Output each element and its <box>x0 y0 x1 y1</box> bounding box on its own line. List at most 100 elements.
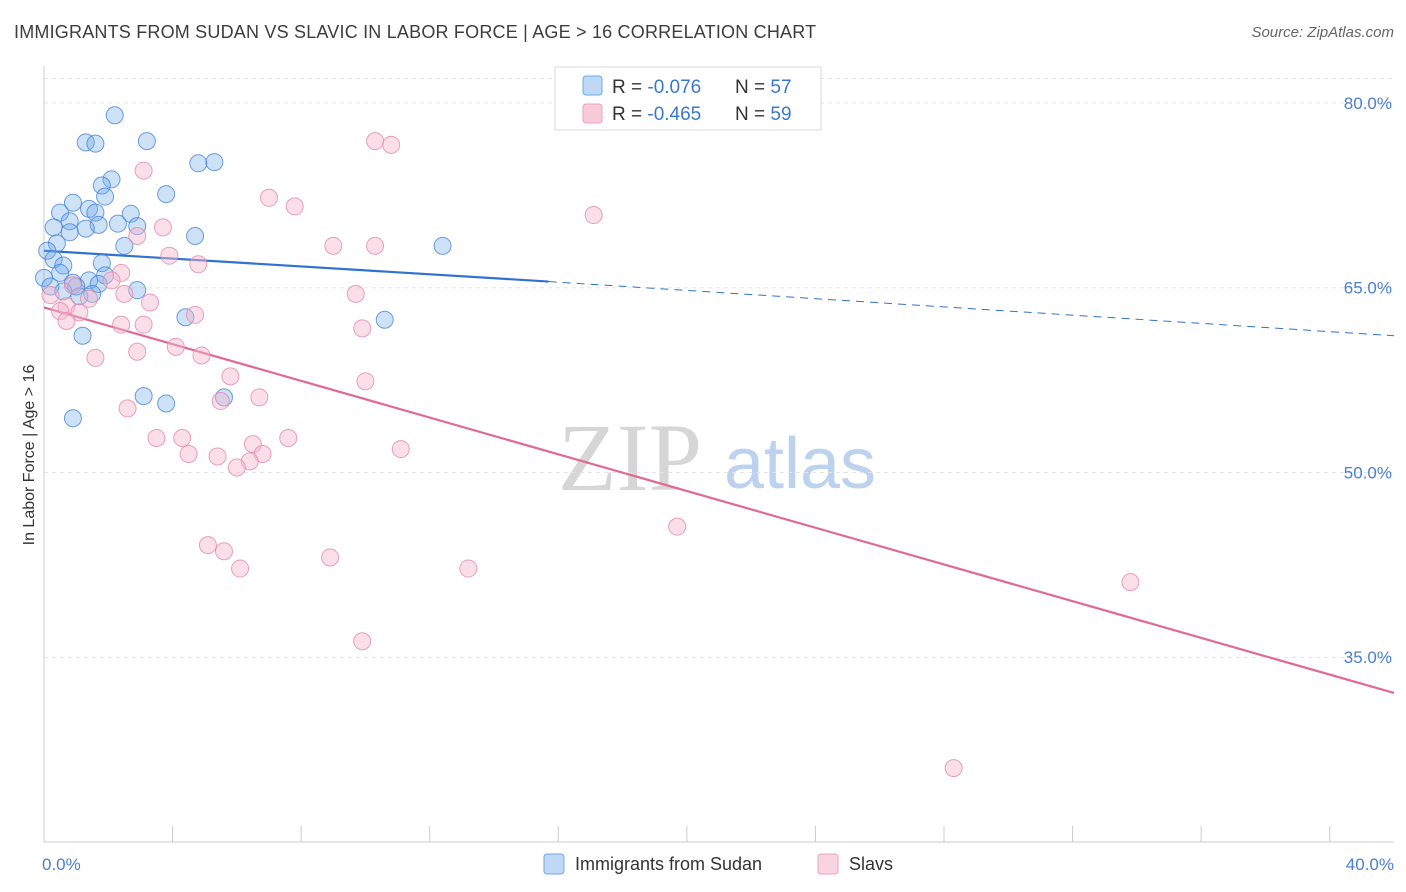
point-sudan <box>60 223 79 242</box>
point-sudan <box>128 217 147 236</box>
point-slavs <box>279 428 298 447</box>
series-legend: Immigrants from Sudan Slavs <box>543 853 893 875</box>
point-slavs <box>221 367 240 386</box>
point-slavs <box>166 337 185 356</box>
point-slavs <box>186 305 205 324</box>
legend-label-slavs: Slavs <box>849 854 893 874</box>
point-slavs <box>346 284 365 303</box>
legend-n-label-sudan: N = <box>735 77 770 98</box>
point-slavs <box>198 536 217 555</box>
legend-label-immigrants-from-sudan: Immigrants from Sudan <box>575 854 762 874</box>
point-sudan <box>105 106 124 125</box>
chart-source: Source: ZipAtlas.com <box>1251 24 1394 41</box>
point-sudan <box>92 176 111 195</box>
trend-lines <box>43 249 1395 695</box>
point-sudan <box>134 387 153 406</box>
x-tick-labels: 0.0% 40.0% <box>42 855 1394 874</box>
point-sudan <box>63 193 82 212</box>
legend-swatch-slavs-bottom <box>817 853 839 875</box>
point-sudan <box>76 219 95 238</box>
point-slavs <box>1121 573 1140 592</box>
svg-text:R = -0.076: R = -0.076 <box>612 77 701 98</box>
point-sudan <box>108 214 127 233</box>
point-slavs <box>57 311 76 330</box>
point-slavs <box>353 632 372 651</box>
point-slavs <box>459 559 478 578</box>
point-slavs <box>215 542 233 561</box>
point-slavs <box>80 289 98 308</box>
point-slavs <box>160 246 179 265</box>
point-sudan <box>433 236 452 255</box>
point-slavs <box>192 346 211 365</box>
point-slavs <box>112 315 131 334</box>
x-axis-ticks <box>172 826 1331 842</box>
trend-line-slavs <box>43 306 1395 695</box>
point-sudan <box>86 134 105 153</box>
y-tick-label: 65.0% <box>1344 279 1392 298</box>
x-tick-label: 0.0% <box>42 855 81 874</box>
point-sudan <box>73 326 92 345</box>
point-slavs <box>382 135 401 154</box>
y-tick-label: 35.0% <box>1344 648 1392 667</box>
point-slavs <box>321 548 340 567</box>
legend-r-value-slavs: -0.465 <box>647 104 701 125</box>
data-points <box>35 106 1140 778</box>
legend-swatch-slavs <box>582 103 603 124</box>
legend-r-label-sudan: R = <box>612 77 647 98</box>
point-sudan <box>96 187 115 206</box>
point-sudan <box>44 218 63 237</box>
legend-swatch-sudan <box>582 75 603 96</box>
legend-n-label-slavs: N = <box>735 104 770 125</box>
point-slavs <box>944 759 963 778</box>
point-slavs <box>243 435 262 454</box>
point-sudan <box>102 170 121 189</box>
point-slavs <box>668 517 687 536</box>
point-slavs <box>134 315 153 334</box>
svg-text:N = 59: N = 59 <box>735 104 792 125</box>
point-slavs <box>41 286 60 305</box>
point-slavs <box>179 445 198 463</box>
point-slavs <box>366 236 385 255</box>
legend-swatch-immigrants-from-sudan <box>543 853 565 875</box>
correlation-legend: R = -0.076 N = 57 R = -0.465 N = 59 <box>554 66 822 131</box>
point-sudan <box>157 394 176 413</box>
legend-n-value-slavs: 59 <box>770 104 791 125</box>
point-slavs <box>86 348 105 367</box>
point-slavs <box>584 206 603 225</box>
point-slavs <box>285 197 304 216</box>
point-slavs <box>391 440 410 459</box>
point-slavs <box>356 372 375 391</box>
point-sudan <box>76 133 95 152</box>
point-slavs <box>147 428 166 447</box>
point-slavs <box>63 276 82 295</box>
watermark: ZIP atlas <box>558 404 876 511</box>
point-slavs <box>250 388 269 407</box>
point-slavs <box>128 226 147 245</box>
point-sudan <box>186 226 205 245</box>
point-slavs <box>51 302 70 321</box>
point-slavs <box>141 293 160 312</box>
point-sudan <box>157 185 176 204</box>
point-slavs <box>134 161 153 180</box>
point-slavs <box>189 255 208 274</box>
point-slavs <box>353 319 372 338</box>
point-slavs <box>211 392 230 411</box>
point-sudan <box>375 310 394 329</box>
point-slavs <box>118 399 137 418</box>
y-tick-label: 80.0% <box>1344 94 1392 113</box>
y-tick-labels: 80.0% 65.0% 50.0% 35.0% <box>1344 94 1392 667</box>
legend-n-value-sudan: 57 <box>770 77 791 98</box>
svg-text:R = -0.465: R = -0.465 <box>612 104 701 125</box>
point-slavs <box>208 447 227 466</box>
point-slavs <box>366 132 385 151</box>
chart-title: IMMIGRANTS FROM SUDAN VS SLAVIC IN LABOR… <box>14 22 817 42</box>
point-slavs <box>173 428 192 447</box>
watermark-atlas: atlas <box>724 424 876 504</box>
point-sudan <box>137 132 156 151</box>
x-tick-label: 40.0% <box>1346 855 1394 874</box>
point-sudan <box>189 154 208 173</box>
point-slavs <box>260 188 278 207</box>
point-sudan <box>115 236 134 255</box>
legend-r-value-sudan: -0.076 <box>647 77 701 98</box>
